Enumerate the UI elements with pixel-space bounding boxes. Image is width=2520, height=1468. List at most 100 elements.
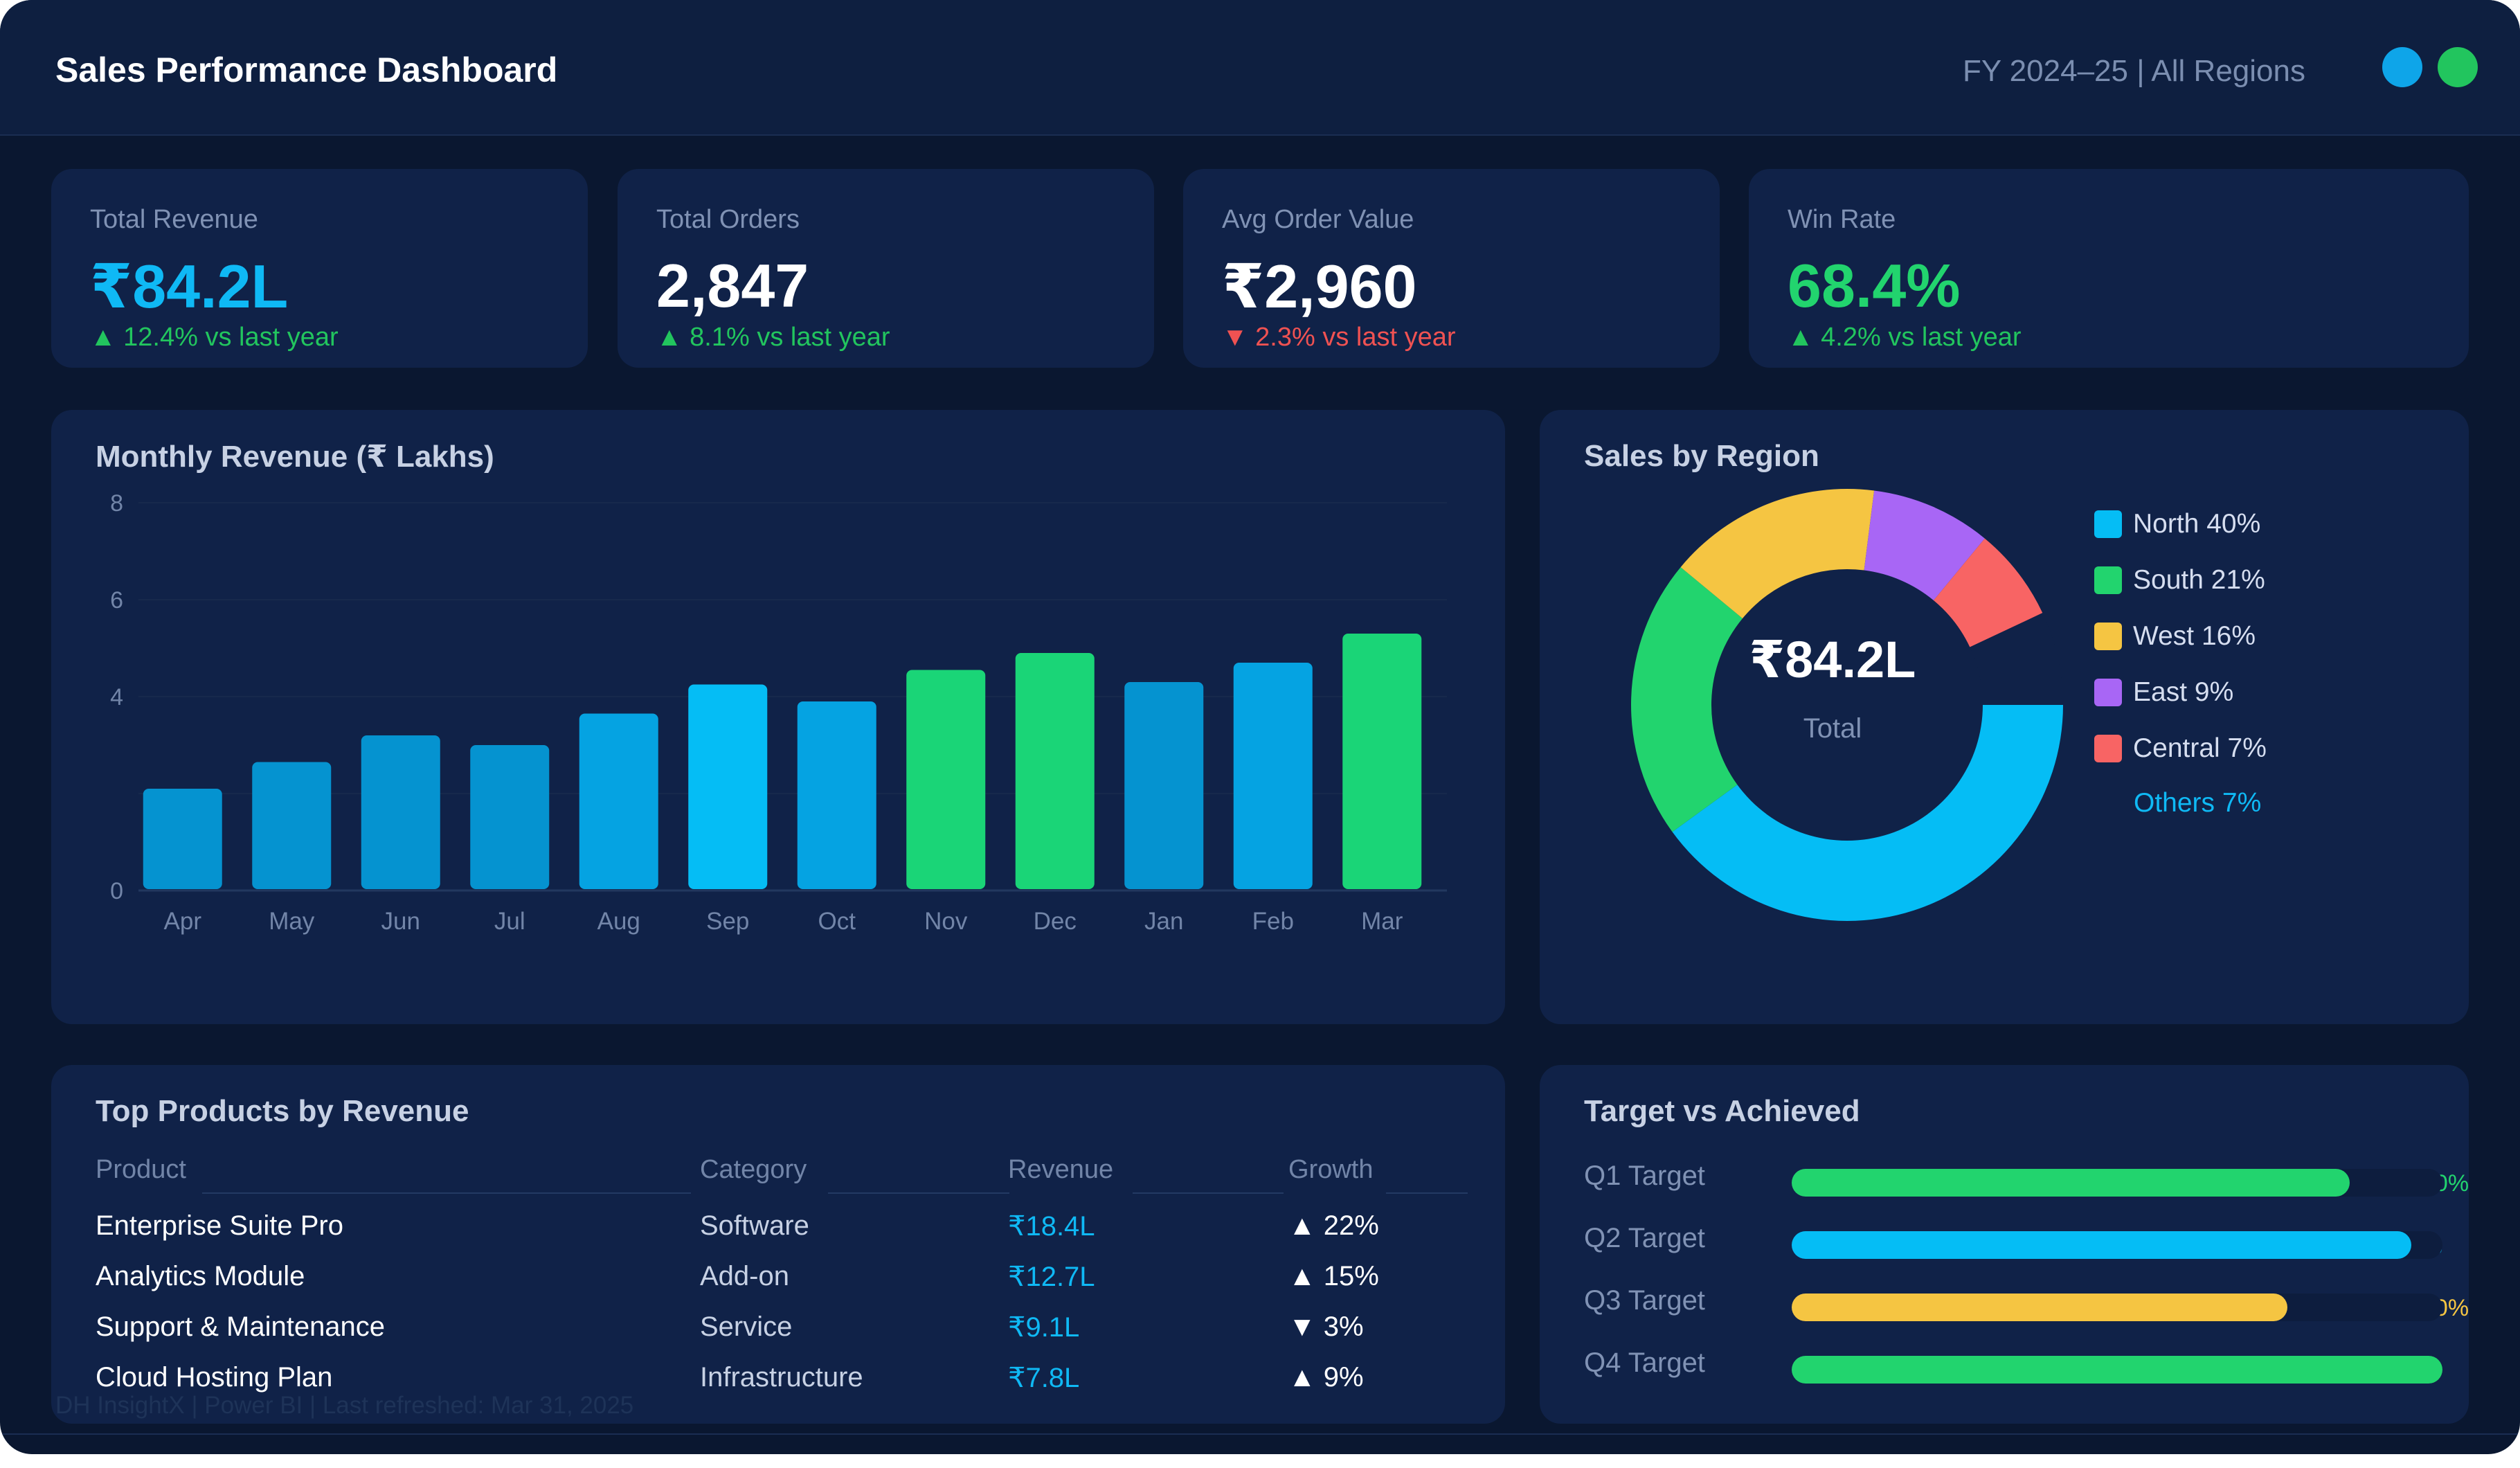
target-label: Q2 Target (1584, 1223, 1705, 1253)
kpi-card-win-rate[interactable]: Win Rate 68.4% ▲ 4.2% vs last year (1749, 169, 2469, 368)
x-tick-label: Dec (1034, 908, 1077, 935)
table-cell-product: Support & Maintenance (96, 1312, 386, 1342)
y-tick-label: 4 (110, 684, 123, 710)
target-label: Q1 Target (1584, 1161, 1705, 1191)
donut-slice-others[interactable] (1970, 613, 2063, 705)
bottom-divider (0, 1433, 2520, 1435)
donut-slice-central[interactable] (1933, 538, 2043, 647)
table-cell-growth: ▲ 9% (1288, 1362, 1364, 1393)
legend-swatch (2094, 566, 2122, 594)
x-tick-label: Jan (1144, 908, 1183, 935)
table-cell-category: Software (700, 1210, 809, 1241)
status-dot-green[interactable] (2438, 47, 2478, 87)
header-divider (1386, 1192, 1468, 1194)
table-cell-revenue: ₹7.8L (1008, 1363, 1080, 1393)
bar-mar[interactable] (1342, 634, 1422, 889)
legend-swatch (2094, 735, 2122, 762)
bar-feb[interactable] (1233, 663, 1313, 889)
progress-fill (1792, 1169, 2350, 1197)
kpi-value: 2,847 (656, 251, 809, 320)
donut-slice-west[interactable] (1680, 489, 1875, 619)
table-cell-revenue: ₹12.7L (1008, 1262, 1095, 1292)
header-divider (828, 1192, 1009, 1194)
period-filter-label[interactable]: FY 2024–25 | All Regions (1963, 54, 2305, 88)
progress-track (1792, 1356, 2442, 1384)
kpi-label: Total Orders (656, 205, 800, 234)
kpi-delta: ▲ 8.1% vs last year (656, 323, 890, 352)
bar-dec[interactable] (1015, 653, 1095, 889)
header-divider (202, 1192, 691, 1194)
bar-nov[interactable] (906, 670, 986, 890)
bar-jul[interactable] (470, 745, 550, 889)
x-tick-label: Oct (818, 908, 856, 935)
top-products-panel: Top Products by Revenue (51, 1065, 1505, 1424)
kpi-card-total-revenue[interactable]: Total Revenue ₹84.2L ▲ 12.4% vs last yea… (51, 169, 588, 368)
column-header-revenue[interactable]: Revenue (1008, 1155, 1114, 1184)
x-tick-label: Aug (597, 908, 640, 935)
y-tick-label: 8 (110, 490, 123, 517)
progress-track (1792, 1169, 2442, 1197)
page-title: Sales Performance Dashboard (55, 51, 558, 89)
donut-slice-north[interactable] (1672, 705, 2063, 921)
x-tick-label: Nov (924, 908, 968, 935)
progress-fill (1792, 1231, 2411, 1259)
table-cell-product: Analytics Module (96, 1261, 305, 1291)
kpi-value: ₹84.2L (90, 252, 289, 321)
x-tick-label: Jun (381, 908, 420, 935)
x-tick-label: Apr (164, 908, 202, 935)
y-tick-label: 0 (110, 878, 123, 904)
table-cell-revenue: ₹9.1L (1008, 1312, 1080, 1343)
legend-swatch (2094, 510, 2122, 538)
donut-center-value: ₹84.2L (1749, 631, 1916, 688)
bar-apr[interactable] (143, 789, 222, 889)
table-title: Top Products by Revenue (96, 1094, 469, 1128)
kpi-label: Total Revenue (90, 205, 258, 234)
bar-sep[interactable] (688, 684, 768, 890)
bar-oct[interactable] (797, 701, 876, 889)
legend-label: North 40% (2133, 509, 2261, 539)
table-cell-category: Infrastructure (700, 1362, 863, 1393)
kpi-delta: ▲ 12.4% vs last year (90, 323, 339, 352)
kpi-card-total-orders[interactable]: Total Orders 2,847 ▲ 8.1% vs last year (618, 169, 1154, 368)
kpi-card-avg-order-value[interactable]: Avg Order Value ₹2,960 ▼ 2.3% vs last ye… (1183, 169, 1720, 368)
legend-label: East 9% (2133, 677, 2234, 707)
target-label: Q3 Target (1584, 1285, 1705, 1316)
chart-title: Monthly Revenue (₹ Lakhs) (96, 440, 494, 474)
table-cell-product: Enterprise Suite Pro (96, 1210, 343, 1241)
bar-aug[interactable] (579, 713, 658, 890)
kpi-value: 68.4% (1788, 251, 1961, 320)
table-cell-growth: ▼ 3% (1288, 1312, 1364, 1342)
status-dot-blue[interactable] (2382, 47, 2422, 87)
legend-swatch (2094, 679, 2122, 706)
x-tick-label: May (269, 908, 315, 935)
donut-slice-south[interactable] (1631, 567, 1743, 832)
table-cell-category: Add-on (700, 1261, 789, 1291)
bar-jun[interactable] (361, 735, 440, 889)
progress-track (1792, 1294, 2442, 1321)
header-bar: Sales Performance Dashboard FY 2024–25 |… (0, 0, 2520, 136)
column-header-category[interactable]: Category (700, 1155, 807, 1184)
progress-track (1792, 1231, 2442, 1259)
bar-jan[interactable] (1124, 682, 1204, 889)
panel-title: Target vs Achieved (1584, 1094, 1860, 1128)
x-tick-label: Sep (706, 908, 749, 935)
kpi-value: ₹2,960 (1222, 252, 1417, 321)
progress-fill (1792, 1356, 2442, 1384)
donut-slice-east[interactable] (1864, 490, 1985, 600)
donut-center-label: Total (1803, 713, 1862, 744)
column-header-growth[interactable]: Growth (1288, 1155, 1374, 1184)
legend-item-others[interactable]: Others 7% (2134, 788, 2262, 818)
table-cell-growth: ▲ 15% (1288, 1261, 1379, 1291)
header-divider (1133, 1192, 1284, 1194)
table-cell-product: Cloud Hosting Plan (96, 1362, 333, 1393)
legend-label: Central 7% (2133, 733, 2267, 763)
x-tick-label: Mar (1361, 908, 1403, 935)
legend-label: South 21% (2133, 565, 2265, 595)
bar-may[interactable] (252, 762, 332, 890)
column-header-product[interactable]: Product (96, 1155, 186, 1184)
table-cell-growth: ▲ 22% (1288, 1210, 1379, 1241)
table-cell-revenue: ₹18.4L (1008, 1211, 1095, 1242)
